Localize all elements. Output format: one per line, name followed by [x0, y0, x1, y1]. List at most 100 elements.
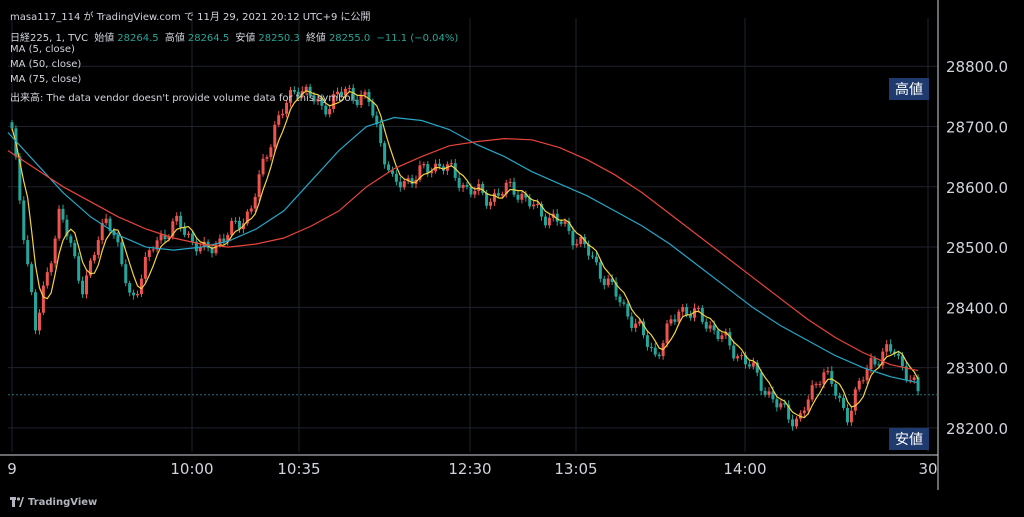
candle-body: [618, 296, 622, 303]
candle-body: [912, 377, 916, 381]
candle-body: [226, 234, 230, 242]
candle-body: [355, 99, 359, 106]
candle-body: [806, 399, 810, 411]
x-tick-label: 14:00: [723, 460, 766, 478]
candle-body: [179, 215, 183, 228]
candle-body: [904, 366, 908, 381]
candle-body: [477, 183, 481, 191]
candle-body: [696, 308, 700, 310]
ma5-legend[interactable]: MA (5, close): [10, 44, 75, 55]
candle-body: [732, 345, 736, 359]
candle-body: [438, 163, 442, 167]
low-label: 安値: [235, 33, 256, 44]
ma75-line: [7, 137, 919, 372]
candle-body: [61, 208, 65, 220]
candle-body: [724, 332, 728, 336]
candle-body: [763, 390, 767, 395]
y-tick-label: 28800.0: [946, 58, 1008, 76]
candle-body: [704, 321, 708, 329]
candle-body: [896, 353, 900, 356]
tradingview-brand[interactable]: TradingView: [10, 497, 97, 508]
candle-body: [238, 220, 241, 230]
candle-body: [775, 399, 779, 408]
candle-body: [881, 351, 885, 366]
brand-label: TradingView: [28, 497, 98, 508]
candle-body: [214, 244, 218, 254]
candle-body: [26, 240, 30, 265]
candle-body: [700, 308, 704, 322]
candle-body: [37, 312, 41, 331]
y-tick-label: 28500.0: [946, 239, 1008, 257]
candle-body: [645, 335, 649, 347]
candle-body: [304, 86, 308, 92]
ma75-legend[interactable]: MA (75, close): [10, 74, 82, 85]
candle-body: [151, 249, 155, 251]
candle-body: [53, 238, 57, 264]
candle-body: [755, 362, 759, 373]
candle-body: [410, 178, 414, 185]
candle-body: [869, 358, 873, 370]
candle-body: [481, 183, 485, 193]
candle-body: [716, 330, 720, 339]
candle-body: [740, 355, 744, 357]
candle-body: [520, 193, 524, 200]
tradingview-logo-icon: [10, 497, 24, 507]
candle-body: [791, 419, 795, 427]
candle-body: [547, 217, 551, 226]
candle-body: [885, 344, 889, 352]
candle-body: [81, 280, 85, 295]
candle-body: [402, 181, 406, 188]
candle-body: [794, 418, 798, 427]
candle-body: [563, 221, 567, 224]
candle-body: [673, 319, 677, 322]
candle-body: [300, 91, 304, 95]
y-tick-label: 28400.0: [946, 299, 1008, 317]
symbol-label: 日経225, 1, TVC: [10, 33, 89, 44]
candle-body: [759, 372, 763, 391]
candle-body: [516, 194, 520, 200]
candle-body: [320, 98, 324, 106]
candle-body: [496, 193, 500, 196]
candle-body: [567, 221, 571, 231]
candle-body: [751, 362, 755, 367]
candle-body: [598, 262, 602, 279]
candle-body: [10, 122, 14, 129]
ma50-legend[interactable]: MA (50, close): [10, 59, 82, 70]
open-value: 28264.5: [117, 33, 159, 44]
candle-body: [351, 87, 355, 100]
candle-body: [257, 174, 261, 197]
candle-body: [681, 307, 685, 312]
candle-body: [877, 364, 881, 366]
y-tick-label: 28300.0: [946, 360, 1008, 378]
candle-body: [49, 263, 53, 273]
candle-body: [390, 170, 394, 174]
candle-body: [406, 178, 410, 182]
candle-body: [677, 311, 681, 322]
candle-body: [504, 182, 508, 195]
candle-body: [489, 201, 493, 206]
candle-body: [34, 292, 38, 331]
candle-body: [669, 319, 673, 324]
candle-body: [77, 256, 81, 281]
candle-body: [634, 323, 638, 328]
candle-body: [430, 171, 434, 174]
candle-body: [418, 165, 422, 180]
ohlc-legend: 日経225, 1, TVC 始値 28264.5 高値 28264.5 安値 2825…: [10, 29, 461, 44]
candle-body: [602, 278, 606, 286]
candle-body: [736, 356, 740, 359]
candle-body: [367, 91, 371, 103]
candle-body: [88, 260, 92, 276]
candle-body: [838, 395, 842, 398]
candle-body: [559, 221, 563, 224]
candle-body: [508, 181, 512, 183]
low-value: 28250.3: [258, 33, 300, 44]
candle-body: [626, 303, 630, 317]
candle-body: [642, 321, 646, 336]
candle-body: [194, 241, 198, 252]
candle-body: [328, 108, 332, 115]
candle-body: [163, 234, 167, 240]
y-tick-label: 28200.0: [946, 420, 1008, 438]
candle-body: [73, 242, 77, 257]
candle-body: [230, 220, 234, 235]
